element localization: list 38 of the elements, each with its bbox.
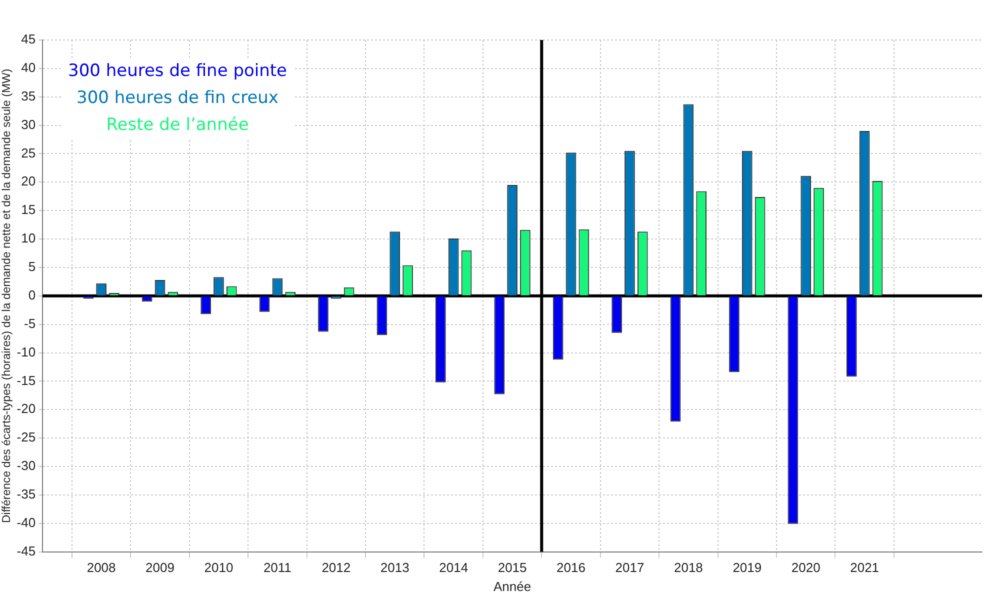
x-tick-label: 2010	[204, 560, 234, 576]
y-tick-label: 5	[28, 259, 36, 274]
x-tick-label: 2013	[380, 560, 410, 576]
x-tick-label: 2015	[498, 560, 527, 576]
x-axis-title: Année	[494, 578, 532, 594]
y-tick-label: 45	[21, 32, 36, 47]
y-tick-label: -25	[16, 430, 36, 445]
y-tick-label: 0	[28, 287, 36, 302]
y-tick-label: 10	[21, 230, 36, 246]
y-tick-label: -45	[16, 543, 36, 558]
y-tick-label: -20	[16, 401, 36, 416]
text: 300 heures de fin creux	[76, 87, 280, 110]
text: Reste de l’année	[105, 114, 250, 137]
x-tick-label: 2012	[322, 560, 351, 576]
y-tick-label: 40	[21, 60, 36, 76]
x-tick-label: 2021	[850, 560, 880, 576]
y-tick-label: -30	[16, 458, 36, 474]
x-tick-label: 2019	[732, 560, 762, 576]
x-tick-label: 2011	[263, 560, 292, 576]
x-tick-label: 2008	[86, 560, 116, 576]
y-axis-title: Différence des écarts-types (horaires) de la demande nette et de la demande seule (MW)	[1, 68, 14, 524]
y-tick-label: 35	[21, 88, 36, 104]
y-tick-label: -10	[16, 344, 36, 360]
y-tick-label: -15	[16, 372, 36, 388]
x-tick-label: 2018	[674, 560, 703, 576]
y-tick-label: -5	[24, 316, 36, 331]
x-tick-label: 2016	[556, 560, 586, 576]
y-tick-label: 25	[21, 145, 36, 160]
x-tick-label: 2020	[791, 560, 820, 576]
x-tick-label: 2017	[615, 560, 644, 576]
y-tick-label: 20	[21, 174, 36, 189]
text: 300 heures de fine pointe	[68, 60, 288, 83]
y-tick-label: -40	[16, 514, 36, 530]
x-tick-label: 2009	[146, 560, 174, 576]
y-tick-label: -35	[16, 486, 36, 502]
y-tick-label: 15	[21, 202, 36, 218]
x-tick-label: 2014	[439, 560, 468, 576]
y-tick-label: 30	[21, 116, 36, 132]
